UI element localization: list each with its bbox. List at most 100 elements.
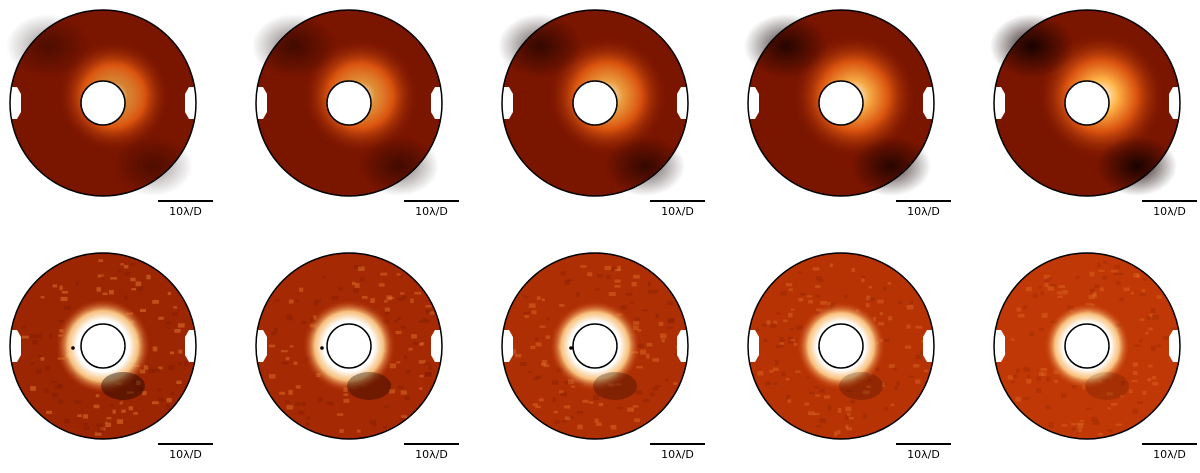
speckle (845, 424, 849, 429)
speckle (384, 311, 390, 316)
speckle (306, 416, 311, 420)
speckle (1138, 339, 1143, 343)
speckle (861, 278, 865, 283)
speckle (128, 406, 134, 411)
speckle (425, 310, 431, 313)
speckle (174, 328, 181, 333)
speckle (337, 287, 343, 291)
speckle (779, 342, 785, 345)
speckle (641, 309, 648, 312)
speckle (1133, 344, 1140, 347)
disk-outline (993, 9, 1181, 197)
dark-residual (1085, 372, 1129, 400)
speckle (396, 273, 401, 276)
speckle (655, 313, 660, 319)
speckle (268, 344, 276, 348)
coronagraph-mask (572, 323, 618, 369)
speckle (1098, 269, 1105, 272)
panel-top-3: 10λ/D (495, 8, 705, 230)
panel-bottom-4: 10λ/D (741, 251, 951, 473)
speckle (658, 321, 664, 326)
speckle (1133, 273, 1140, 278)
panel-top-2: 10λ/D (249, 8, 459, 230)
speckle (152, 299, 159, 304)
scale-bar-line (650, 443, 705, 445)
speckle (146, 274, 151, 280)
edge-notch-right (431, 330, 444, 362)
edge-notch-right (1169, 87, 1182, 119)
speckle (97, 427, 104, 433)
speckle (286, 314, 292, 318)
speckle (795, 370, 801, 373)
speckle (331, 295, 339, 300)
speckle (98, 259, 104, 262)
speckle (105, 422, 112, 428)
speckle (289, 345, 294, 348)
speckle (1062, 290, 1068, 295)
speckle (861, 276, 866, 279)
speckle (167, 365, 175, 370)
speckle (1098, 432, 1104, 436)
speckle (30, 361, 35, 365)
speckle (888, 364, 895, 368)
edge-notch-right (923, 87, 936, 119)
speckle (133, 412, 138, 415)
speckle (652, 358, 660, 362)
speckle (790, 308, 795, 311)
disk-outline (747, 9, 935, 197)
speckle (152, 346, 158, 352)
speckle (1150, 308, 1156, 313)
speckle (428, 311, 435, 315)
speckle (673, 353, 680, 356)
speckle (649, 392, 655, 397)
coronagraph-mask (326, 80, 372, 126)
speckle (815, 285, 821, 289)
speckle (667, 318, 674, 324)
speckle (314, 299, 321, 303)
speckle (787, 336, 793, 341)
speckle (403, 355, 407, 359)
speckle (354, 264, 361, 269)
speckle (59, 285, 63, 291)
speckle (582, 399, 589, 403)
speckle (151, 401, 159, 405)
edge-notch-left (992, 330, 1005, 362)
speckle (1058, 284, 1066, 289)
speckle (779, 337, 785, 342)
speckle (382, 426, 387, 429)
scale-bar: 10λ/D (404, 443, 459, 467)
scale-bar: 10λ/D (158, 443, 213, 467)
speckle (535, 375, 542, 379)
speckle (1145, 331, 1149, 335)
speckle (845, 406, 852, 412)
edge-notch-right (677, 87, 690, 119)
speckle (399, 275, 403, 278)
speckle (654, 385, 661, 388)
speckle (905, 345, 912, 349)
edge-notch-left (8, 87, 21, 119)
coronagraph-mask (818, 323, 864, 369)
speckle (40, 296, 45, 299)
dark-residual (347, 372, 391, 400)
speckle (616, 406, 624, 410)
speckle (633, 320, 640, 325)
speckle (535, 405, 541, 409)
scale-bar: 10λ/D (404, 200, 459, 224)
dark-residual (101, 372, 145, 400)
speckle (142, 391, 147, 396)
speckle (863, 413, 868, 419)
speckle (567, 415, 574, 419)
speckle (425, 305, 432, 308)
speckle (384, 405, 389, 409)
speckle (580, 265, 587, 268)
speckle (631, 282, 637, 287)
speckle (796, 325, 803, 330)
speckle (132, 379, 139, 384)
speckle (52, 284, 58, 288)
speckle (882, 286, 887, 291)
disk-image (252, 9, 444, 197)
edge-notch-right (677, 330, 690, 362)
speckle (533, 377, 538, 380)
speckle (816, 425, 822, 428)
